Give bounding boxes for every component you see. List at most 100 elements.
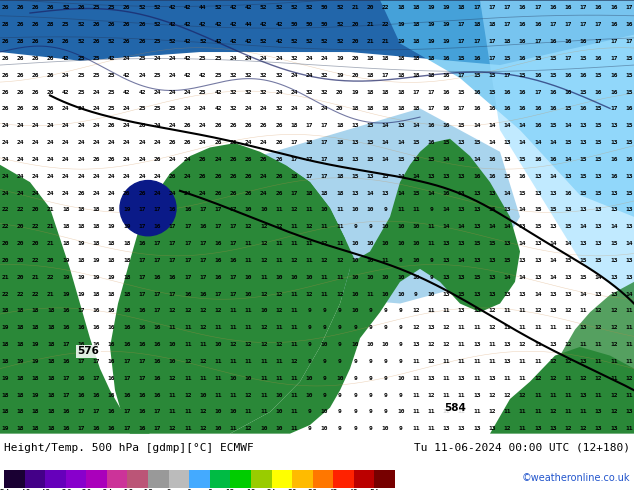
Text: 42: 42	[123, 90, 131, 95]
Text: 16: 16	[123, 392, 131, 397]
Text: 17: 17	[77, 409, 85, 415]
Text: 11: 11	[290, 342, 298, 347]
Text: 9: 9	[368, 359, 372, 364]
Text: 11: 11	[443, 359, 450, 364]
Text: 14: 14	[397, 140, 404, 145]
Text: 26: 26	[245, 174, 252, 179]
Text: 12: 12	[260, 241, 268, 246]
Text: 17: 17	[488, 56, 496, 61]
Text: 8: 8	[207, 489, 212, 490]
Text: 11: 11	[275, 376, 283, 381]
Text: 25: 25	[108, 73, 115, 78]
Text: 16: 16	[108, 325, 115, 330]
Text: 16: 16	[138, 241, 146, 246]
Text: 26: 26	[108, 157, 115, 162]
Text: 17: 17	[123, 359, 131, 364]
Text: 11: 11	[290, 325, 298, 330]
Text: 15: 15	[610, 241, 618, 246]
Text: 14: 14	[382, 157, 389, 162]
Text: 13: 13	[427, 376, 435, 381]
Text: 11: 11	[306, 241, 313, 246]
Text: 19: 19	[123, 224, 131, 229]
Text: 16: 16	[169, 207, 176, 212]
Text: 15: 15	[427, 157, 435, 162]
Text: 17: 17	[427, 90, 435, 95]
Text: 17: 17	[153, 308, 161, 314]
Text: 16: 16	[549, 157, 557, 162]
Text: 19: 19	[123, 207, 131, 212]
Text: 17: 17	[77, 359, 85, 364]
Text: 9: 9	[429, 275, 433, 280]
Text: 13: 13	[549, 342, 557, 347]
Text: 24: 24	[275, 90, 283, 95]
Text: 16: 16	[595, 5, 602, 10]
Text: 11: 11	[290, 292, 298, 296]
Text: 12: 12	[549, 376, 557, 381]
Text: 13: 13	[503, 292, 511, 296]
Text: 11: 11	[245, 258, 252, 263]
Text: 17: 17	[473, 39, 481, 44]
Text: 24: 24	[260, 106, 268, 111]
Circle shape	[120, 180, 176, 236]
Text: 24: 24	[290, 90, 298, 95]
Text: 18: 18	[47, 325, 55, 330]
Text: 12: 12	[260, 224, 268, 229]
Text: 16: 16	[564, 39, 572, 44]
Text: 13: 13	[412, 342, 420, 347]
Text: 42: 42	[184, 56, 191, 61]
Text: 13: 13	[579, 207, 587, 212]
Text: 22: 22	[32, 258, 39, 263]
Text: 11: 11	[290, 224, 298, 229]
Text: 13: 13	[625, 224, 633, 229]
Text: 14: 14	[503, 224, 511, 229]
Text: 9: 9	[338, 409, 342, 415]
Text: 9: 9	[368, 409, 372, 415]
Text: 10: 10	[275, 426, 283, 431]
Text: 13: 13	[397, 123, 404, 128]
Text: 24: 24	[32, 123, 39, 128]
Text: 10: 10	[169, 359, 176, 364]
Text: 13: 13	[625, 258, 633, 263]
Text: 16: 16	[534, 73, 541, 78]
Text: 26: 26	[230, 157, 237, 162]
Text: 13: 13	[488, 376, 496, 381]
Text: 24: 24	[184, 191, 191, 196]
Text: 19: 19	[108, 224, 115, 229]
Text: 25: 25	[153, 73, 161, 78]
Text: 48: 48	[349, 489, 359, 490]
Text: 16: 16	[153, 392, 161, 397]
Bar	[313, 470, 333, 488]
Text: 18: 18	[306, 140, 313, 145]
Text: 12: 12	[290, 258, 298, 263]
Text: 11: 11	[382, 258, 389, 263]
Text: 11: 11	[534, 409, 541, 415]
Text: 18: 18	[47, 359, 55, 364]
Text: 16: 16	[62, 409, 70, 415]
Text: 11: 11	[625, 426, 633, 431]
Text: 11: 11	[245, 409, 252, 415]
Text: 19: 19	[443, 22, 450, 27]
Bar	[86, 470, 107, 488]
Text: 54: 54	[370, 489, 379, 490]
Bar	[127, 470, 148, 488]
Text: 19: 19	[443, 39, 450, 44]
Text: 17: 17	[153, 207, 161, 212]
Text: 12: 12	[579, 426, 587, 431]
Text: 52: 52	[336, 39, 344, 44]
Text: 12: 12	[336, 258, 344, 263]
Text: 26: 26	[93, 39, 100, 44]
Text: 13: 13	[443, 241, 450, 246]
Text: 17: 17	[230, 241, 237, 246]
Text: 13: 13	[595, 292, 602, 296]
Text: 14: 14	[458, 224, 465, 229]
Text: 32: 32	[275, 106, 283, 111]
Text: 16: 16	[77, 342, 85, 347]
Text: 20: 20	[366, 5, 374, 10]
Text: -18: -18	[121, 489, 134, 490]
Bar	[189, 470, 210, 488]
Text: 32: 32	[230, 73, 237, 78]
Text: 14: 14	[549, 275, 557, 280]
Text: 12: 12	[275, 224, 283, 229]
Text: 13: 13	[488, 292, 496, 296]
Text: 12: 12	[610, 392, 618, 397]
